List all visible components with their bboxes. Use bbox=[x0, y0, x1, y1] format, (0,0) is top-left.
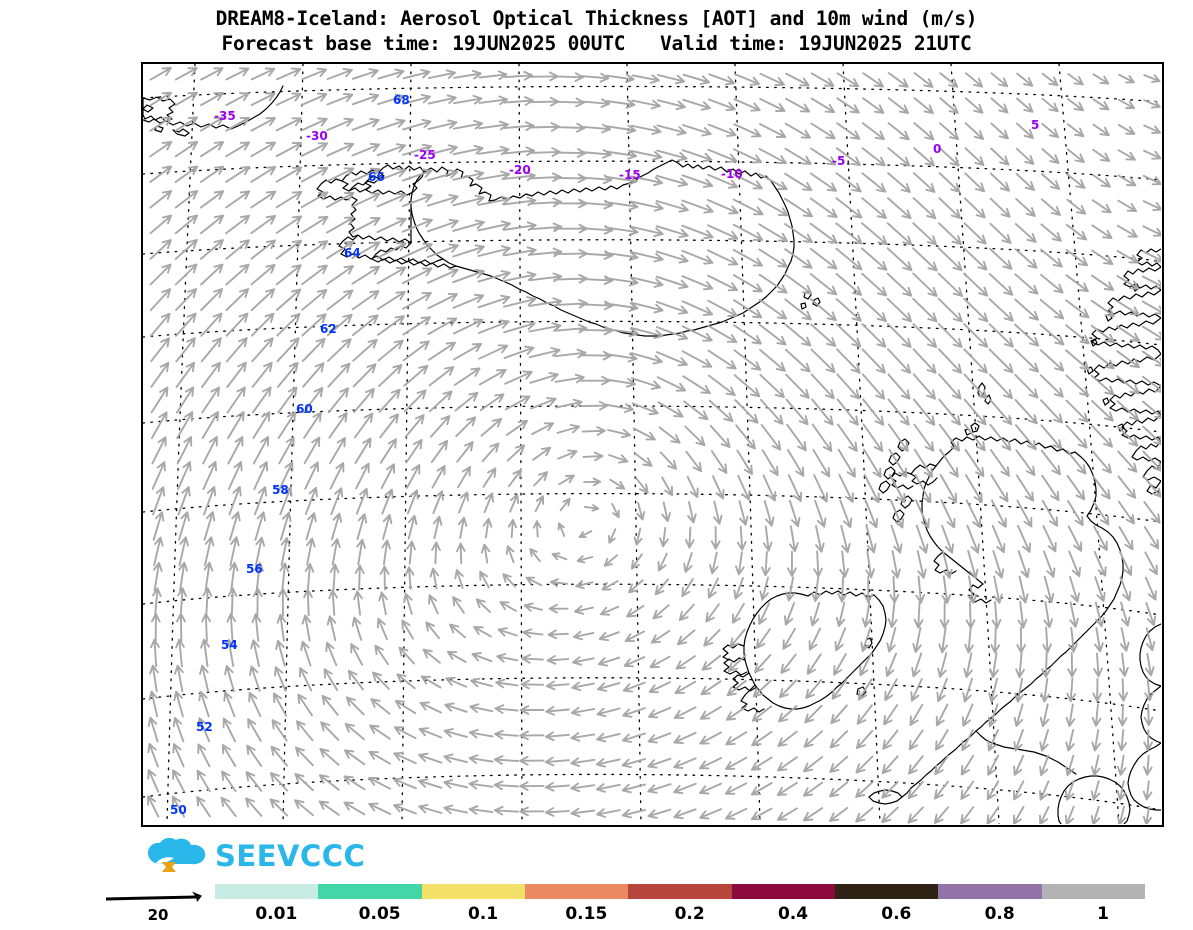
colorbar-segment bbox=[628, 884, 732, 899]
colorbar-tick: 0.4 bbox=[777, 904, 809, 924]
lon-label--25: -25 bbox=[414, 148, 436, 162]
wind-vector-layer bbox=[147, 67, 1161, 824]
colorbar-tick: 0.2 bbox=[674, 904, 705, 924]
wind-arrow-glyphs bbox=[147, 67, 1161, 824]
lon-label-5: 5 bbox=[1031, 118, 1040, 132]
colorbar-segment bbox=[731, 884, 835, 899]
colorbar-gradient bbox=[215, 884, 1145, 899]
wind-scale-arrow bbox=[105, 891, 202, 902]
wind-scale-value: 20 bbox=[147, 906, 169, 924]
title-line-1: DREAM8-Iceland: Aerosol Optical Thicknes… bbox=[215, 7, 978, 30]
lat-label-58: 58 bbox=[272, 483, 289, 497]
lat-label-66: 66 bbox=[368, 170, 385, 184]
colorbar-tick: 0.15 bbox=[565, 904, 608, 924]
title-line-2: Forecast base time: 19JUN2025 00UTC Vali… bbox=[221, 32, 972, 55]
lon-label--30: -30 bbox=[306, 129, 328, 143]
logo-text: SEEVCCC bbox=[215, 839, 366, 873]
colorbar-segment bbox=[1041, 884, 1145, 899]
lat-label-68: 68 bbox=[393, 93, 410, 107]
colorbar-segment bbox=[834, 884, 939, 899]
colorbar-segment bbox=[421, 884, 525, 899]
colorbar-tick: 1 bbox=[1097, 904, 1109, 924]
lat-label-50: 50 bbox=[170, 803, 187, 817]
colorbar-segment bbox=[215, 884, 319, 899]
lat-label-62: 62 bbox=[320, 322, 337, 336]
colorbar-segment bbox=[524, 884, 629, 899]
colorbar-tick: 0.05 bbox=[358, 904, 401, 924]
colorbar-tick: 0.1 bbox=[467, 904, 499, 924]
lat-label-64: 64 bbox=[344, 246, 361, 260]
colorbar: 0.01 0.05 0.1 0.15 0.2 0.4 0.6 0.8 1 bbox=[215, 884, 1145, 928]
colorbar-tick: 0.8 bbox=[984, 904, 1015, 924]
colorbar-tick: 0.01 bbox=[255, 904, 298, 924]
lon-label--35: -35 bbox=[214, 109, 236, 123]
lon-label--20: -20 bbox=[509, 163, 531, 177]
lat-label-56: 56 bbox=[246, 562, 263, 576]
chart-title-block: DREAM8-Iceland: Aerosol Optical Thicknes… bbox=[0, 6, 1193, 56]
coastline-layer bbox=[143, 85, 1161, 824]
colorbar-segment bbox=[318, 884, 422, 899]
lat-label-54: 54 bbox=[221, 638, 238, 652]
lon-label-0: 0 bbox=[933, 142, 942, 156]
lon-label--15: -15 bbox=[619, 168, 641, 182]
cloud-icon bbox=[148, 837, 206, 872]
wind-scale-key: 20 bbox=[104, 888, 212, 928]
colorbar-segment bbox=[938, 884, 1042, 899]
lon-label--5: -5 bbox=[832, 154, 846, 168]
lat-label-60: 60 bbox=[296, 402, 313, 416]
seevccc-logo: SEEVCCC bbox=[146, 836, 365, 876]
lon-label--10: -10 bbox=[721, 167, 743, 181]
colorbar-tick: 0.6 bbox=[881, 904, 912, 924]
map-canvas bbox=[143, 64, 1161, 824]
map-panel: -35 -30 -25 -20 -15 -10 -5 0 5 68 66 64 … bbox=[141, 62, 1164, 827]
lat-label-52: 52 bbox=[196, 720, 213, 734]
